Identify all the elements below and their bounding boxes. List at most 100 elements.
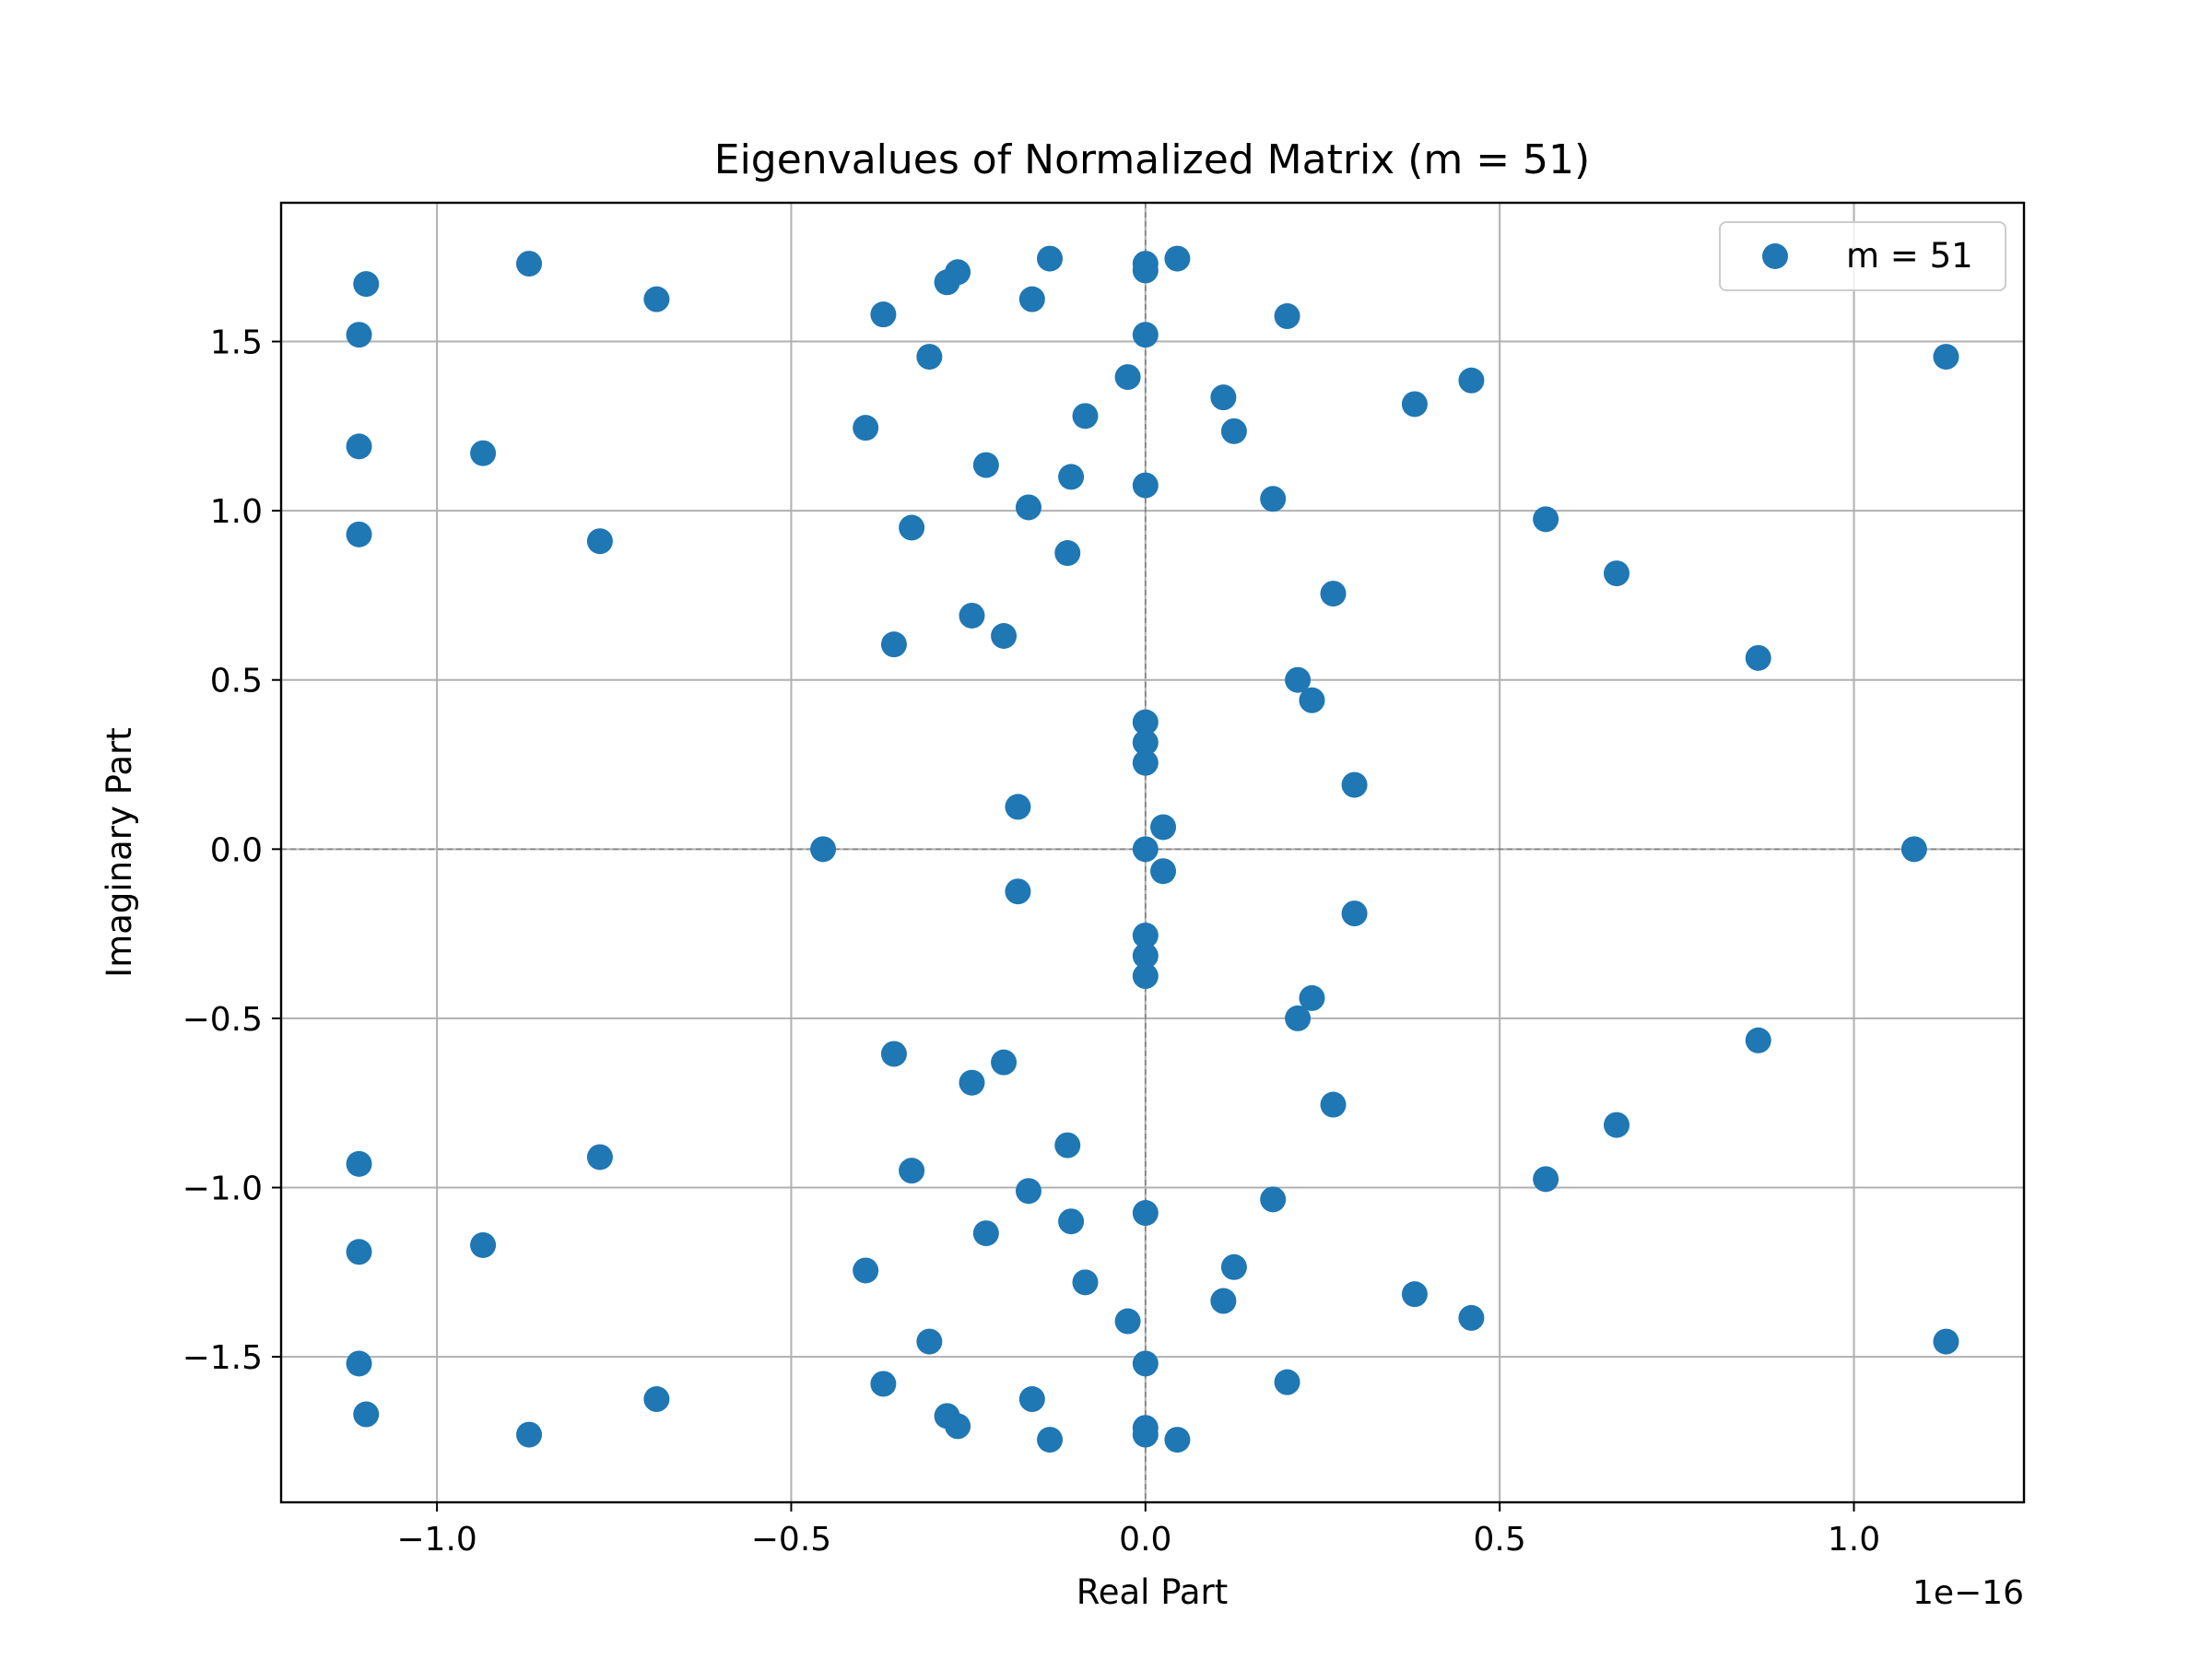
- x-tick-label: 0.5: [1474, 1521, 1526, 1559]
- data-point: [899, 1158, 925, 1184]
- data-point: [1037, 245, 1064, 272]
- data-point: [810, 836, 837, 863]
- data-point: [346, 322, 372, 348]
- y-tick-label: 1.5: [210, 324, 263, 362]
- data-point: [1058, 1208, 1085, 1235]
- data-point: [1274, 1369, 1300, 1395]
- data-point: [346, 1150, 372, 1177]
- data-point: [1054, 540, 1081, 567]
- data-point: [516, 1421, 543, 1448]
- data-point: [1072, 403, 1099, 429]
- x-axis-offset-text: 1e−16: [1912, 1574, 2024, 1612]
- data-point: [643, 1386, 670, 1413]
- data-point: [1015, 494, 1041, 521]
- data-point: [1285, 1005, 1312, 1031]
- data-point: [1533, 1166, 1559, 1193]
- data-point: [1018, 1386, 1045, 1413]
- data-point: [1132, 709, 1159, 735]
- data-point: [1150, 814, 1177, 841]
- data-point: [945, 1413, 971, 1440]
- data-point: [945, 259, 971, 286]
- data-point: [1320, 1091, 1347, 1118]
- data-point: [1341, 771, 1368, 798]
- data-point: [1132, 729, 1159, 756]
- data-point: [991, 623, 1018, 649]
- data-point: [1299, 984, 1325, 1011]
- data-point: [1132, 963, 1159, 990]
- data-point: [991, 1049, 1018, 1076]
- data-point: [516, 251, 543, 277]
- legend-box: [1719, 221, 2006, 291]
- data-point: [1210, 1288, 1237, 1314]
- data-point: [916, 344, 943, 371]
- y-tick-label: −1.5: [182, 1339, 263, 1377]
- data-point: [1933, 1328, 1959, 1355]
- data-point: [1132, 322, 1159, 348]
- data-point: [1320, 581, 1347, 607]
- data-point: [1054, 1132, 1081, 1159]
- data-point: [1341, 900, 1368, 927]
- data-point: [1018, 286, 1045, 312]
- data-point: [353, 271, 380, 298]
- data-point: [1015, 1178, 1041, 1205]
- data-point: [1164, 1427, 1191, 1453]
- data-point: [870, 301, 897, 328]
- data-point: [1114, 1308, 1141, 1335]
- data-points: [346, 245, 1959, 1453]
- axis-ticks: −1.0 −0.5 0.0 0.5 1.0 −1.5 −1.0 −0.5 0.0 0.5 1.0 1.…: [182, 324, 1881, 1559]
- data-point: [1005, 878, 1031, 905]
- data-point: [346, 433, 372, 460]
- data-point: [1132, 1350, 1159, 1377]
- legend: m = 51: [1719, 221, 2006, 291]
- data-point: [1132, 472, 1159, 499]
- data-point: [1458, 1304, 1485, 1331]
- x-tick-label: 1.0: [1828, 1521, 1880, 1559]
- data-point: [1745, 1027, 1771, 1053]
- data-point: [1533, 506, 1559, 533]
- data-point: [586, 528, 613, 555]
- data-point: [1114, 364, 1141, 391]
- data-point: [1401, 1281, 1428, 1308]
- data-point: [586, 1144, 613, 1171]
- data-point: [1274, 303, 1300, 330]
- data-point: [346, 521, 372, 547]
- data-point: [470, 440, 497, 466]
- data-point: [853, 1257, 879, 1284]
- data-point: [1132, 922, 1159, 948]
- plot-area-frame: [279, 201, 2026, 1504]
- data-point: [1132, 1415, 1159, 1441]
- data-point: [1603, 1112, 1630, 1138]
- data-point: [1401, 391, 1428, 418]
- data-point: [870, 1371, 897, 1397]
- data-point: [972, 1220, 999, 1247]
- data-point: [853, 415, 879, 441]
- data-point: [1220, 1253, 1247, 1280]
- data-point: [1933, 344, 1959, 371]
- x-axis-label: Real Part: [1077, 1572, 1229, 1612]
- data-point: [643, 286, 670, 312]
- y-tick-label: 1.0: [210, 493, 263, 531]
- y-tick-label: −1.0: [182, 1171, 263, 1208]
- data-point: [1150, 858, 1177, 885]
- chart-title: Eigenvalues of Normalized Matrix (m = 51…: [714, 136, 1590, 183]
- y-tick-label: 0.5: [210, 663, 263, 700]
- y-tick-label: −0.5: [182, 1001, 263, 1039]
- data-point: [346, 1350, 372, 1377]
- data-point: [972, 452, 999, 478]
- x-tick-label: −1.0: [396, 1521, 477, 1559]
- data-point: [1132, 942, 1159, 969]
- legend-marker: [1762, 243, 1788, 269]
- data-point: [959, 602, 985, 629]
- data-point: [1260, 486, 1287, 512]
- data-point: [1164, 245, 1191, 272]
- data-point: [880, 1041, 907, 1067]
- data-point: [470, 1231, 497, 1258]
- data-point: [346, 1239, 372, 1265]
- data-point: [1458, 367, 1485, 394]
- data-point: [1210, 384, 1237, 411]
- data-point: [1603, 560, 1630, 587]
- x-tick-label: −0.5: [751, 1521, 831, 1559]
- data-point: [1132, 749, 1159, 776]
- data-point: [899, 514, 925, 541]
- data-point: [1260, 1186, 1287, 1213]
